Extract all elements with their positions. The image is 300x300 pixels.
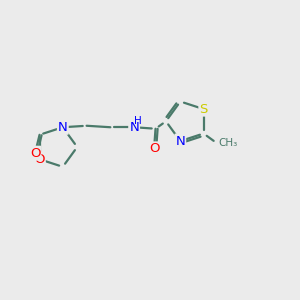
Text: S: S (200, 103, 208, 116)
Text: O: O (149, 142, 159, 155)
Text: O: O (30, 147, 40, 160)
Text: N: N (129, 121, 139, 134)
Text: H: H (134, 116, 142, 126)
Text: N: N (58, 121, 68, 134)
Text: CH₃: CH₃ (218, 138, 238, 148)
Text: O: O (34, 153, 45, 166)
Text: N: N (176, 135, 185, 148)
